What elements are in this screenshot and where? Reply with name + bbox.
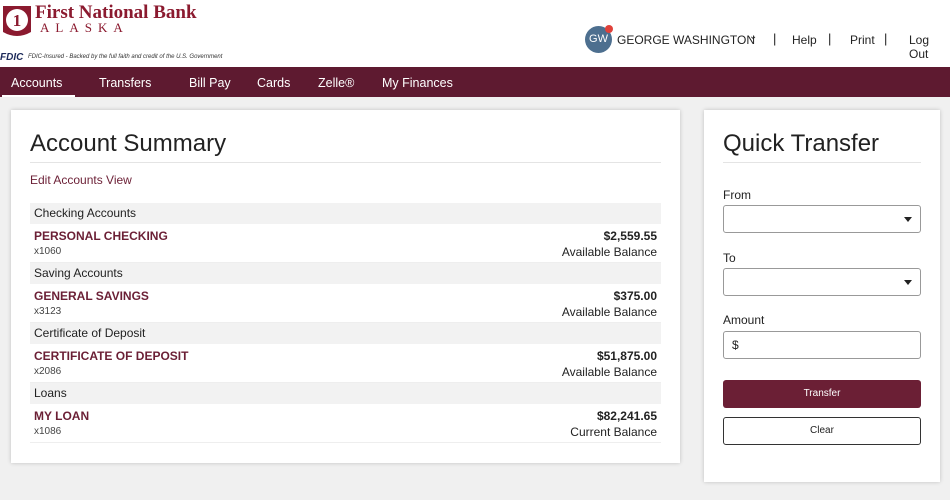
print-link[interactable]: Print (850, 33, 875, 47)
account-number: x1086 (34, 426, 62, 437)
from-select[interactable] (723, 205, 921, 233)
group-heading: Loans (30, 383, 661, 404)
clear-button[interactable]: Clear (723, 417, 921, 445)
separator: | (828, 31, 832, 46)
nav-item[interactable]: Transfers (99, 76, 152, 90)
account-number: x3123 (34, 306, 62, 317)
card-title: Quick Transfer (723, 130, 880, 157)
nav-item[interactable]: Zelle® (318, 76, 355, 90)
account-balance: $2,559.55 (603, 229, 657, 243)
to-select[interactable] (723, 268, 921, 296)
nav-item[interactable]: Cards (257, 76, 291, 90)
account-row[interactable]: PERSONAL CHECKING x1060 $2,559.55 Available… (30, 224, 661, 263)
nav-item[interactable]: My Finances (382, 76, 453, 90)
bank-region: ALASKA (40, 20, 129, 35)
account-name[interactable]: CERTIFICATE OF DEPOSIT (34, 349, 189, 363)
nav-item[interactable]: Accounts (11, 76, 63, 90)
account-name[interactable]: GENERAL SAVINGS (34, 289, 149, 303)
balance-type: Current Balance (570, 425, 657, 439)
account-row[interactable]: CERTIFICATE OF DEPOSIT x2086 $51,875.00 Ava… (30, 344, 661, 383)
balance-type: Available Balance (561, 245, 657, 259)
user-menu-caret[interactable]: ⌄ (749, 31, 758, 42)
nav-item[interactable]: Bill Pay (189, 76, 231, 90)
bank-name[interactable]: First National Bank (35, 2, 197, 23)
account-name[interactable]: PERSONAL CHECKING (34, 229, 168, 243)
account-row[interactable]: MY LOAN x1086 $82,241.65 Current Balance (30, 404, 661, 443)
nav-bar: Accounts Transfers Bill Pay Cards Zelle®… (0, 67, 950, 97)
group-heading: Checking Accounts (30, 203, 661, 224)
quick-transfer-card: Quick Transfer From To Amount $ Transfer… (704, 110, 940, 482)
account-balance: $51,875.00 (596, 349, 657, 363)
account-balance: $375.00 (613, 289, 657, 303)
fdic-text: FDIC-Insured - Backed by the full faith … (28, 54, 223, 60)
edit-link[interactable]: Edit Accounts View (30, 173, 132, 187)
card-title: Account Summary (30, 130, 227, 157)
active-underline (2, 95, 75, 97)
balance-type: Available Balance (561, 365, 657, 379)
transfer-button[interactable]: Transfer (723, 380, 921, 408)
amount-input[interactable]: $ (723, 331, 921, 359)
to-label: To (723, 251, 736, 265)
notification-dot (605, 25, 613, 33)
svg-text:1: 1 (13, 11, 22, 30)
separator: | (884, 31, 888, 46)
from-label: From (723, 188, 751, 202)
fdic-logo: FDIC (0, 52, 24, 63)
divider (723, 162, 921, 163)
account-number: x2086 (34, 366, 62, 377)
help-link[interactable]: Help (792, 33, 817, 47)
balance-type: Available Balance (561, 305, 657, 319)
separator: | (773, 31, 777, 46)
account-summary-card: Account Summary Edit Accounts View Check… (11, 110, 680, 463)
header: 1 First National Bank ALASKA FDIC FDIC-I… (0, 0, 950, 67)
divider (30, 162, 661, 163)
user-name[interactable]: GEORGE WASHINGTON (617, 33, 756, 47)
account-name[interactable]: MY LOAN (34, 409, 90, 423)
amount-label: Amount (723, 313, 765, 327)
account-row[interactable]: GENERAL SAVINGS x3123 $375.00 Available Bal… (30, 284, 661, 323)
group-heading: Saving Accounts (30, 263, 661, 284)
account-balance: $82,241.65 (596, 409, 657, 423)
account-number: x1060 (34, 246, 62, 257)
account-list: Checking Accounts PERSONAL CHECKING x1060 $… (30, 203, 661, 443)
logout-link[interactable]: Log Out (909, 33, 930, 61)
group-heading: Certificate of Deposit (30, 323, 661, 344)
bank-logo-icon: 1 (3, 6, 31, 36)
